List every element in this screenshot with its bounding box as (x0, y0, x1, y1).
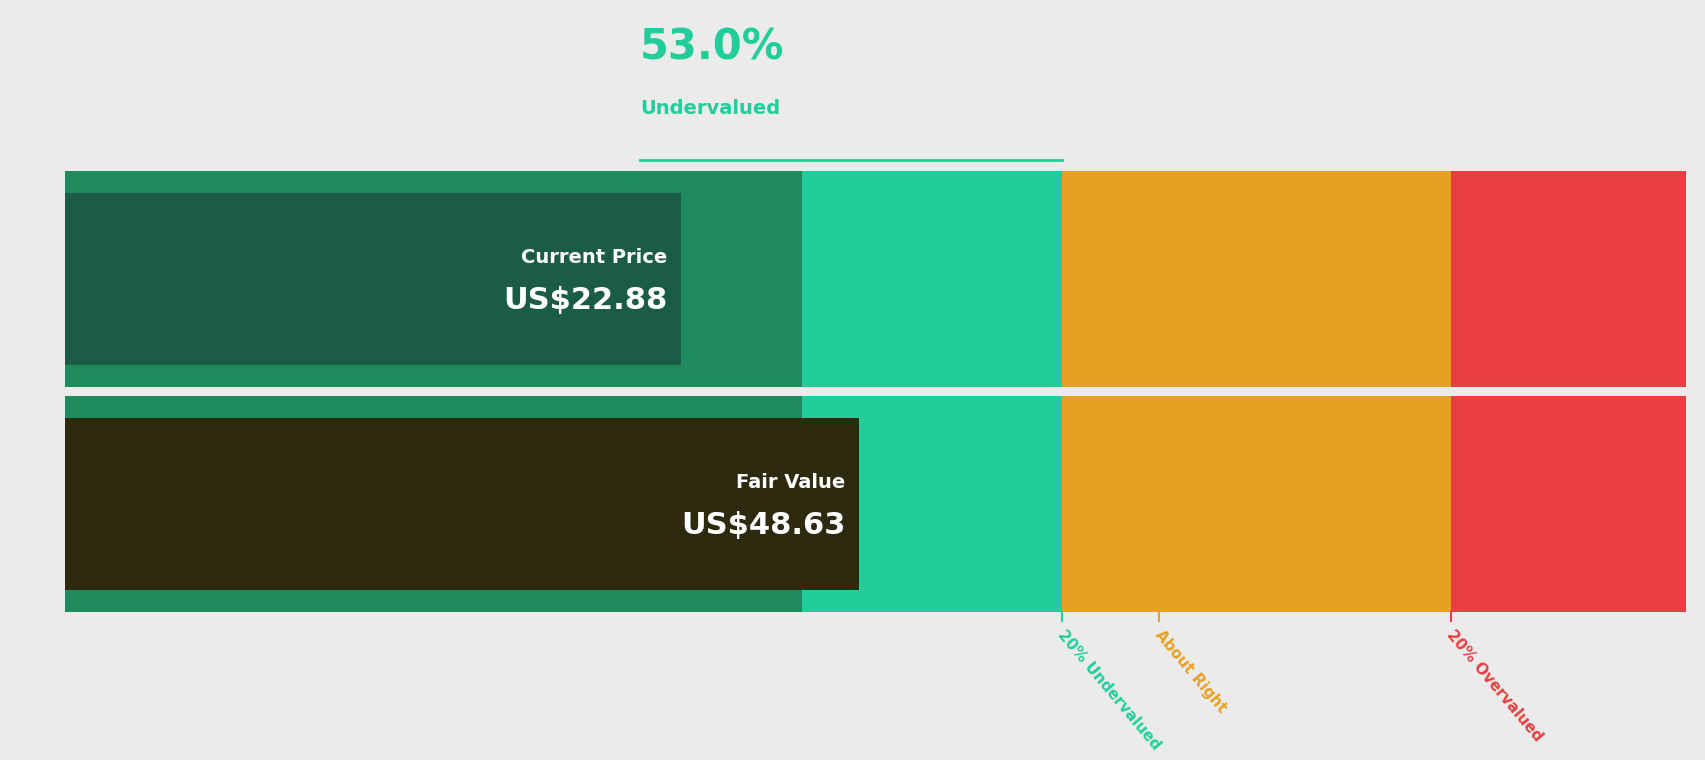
Text: US$22.88: US$22.88 (503, 286, 667, 315)
Bar (801, 396, 1061, 612)
Text: 20% Overvalued: 20% Overvalued (1444, 627, 1545, 744)
Bar (1449, 171, 1685, 387)
Bar (801, 171, 1061, 387)
Bar (1158, 171, 1449, 387)
Bar (1449, 396, 1685, 612)
Text: Fair Value: Fair Value (735, 473, 844, 492)
Text: About Right: About Right (1153, 627, 1229, 715)
Text: Current Price: Current Price (520, 248, 667, 267)
Text: 53.0%: 53.0% (639, 27, 784, 68)
Bar (65, 192, 680, 366)
Bar (65, 396, 801, 612)
Text: 20% Undervalued: 20% Undervalued (1055, 627, 1163, 752)
Bar (65, 171, 801, 387)
Text: Undervalued: Undervalued (639, 99, 779, 118)
Bar (1061, 396, 1158, 612)
Bar (65, 417, 858, 591)
Text: US$48.63: US$48.63 (680, 511, 844, 540)
Bar (1158, 396, 1449, 612)
Bar (1061, 171, 1158, 387)
